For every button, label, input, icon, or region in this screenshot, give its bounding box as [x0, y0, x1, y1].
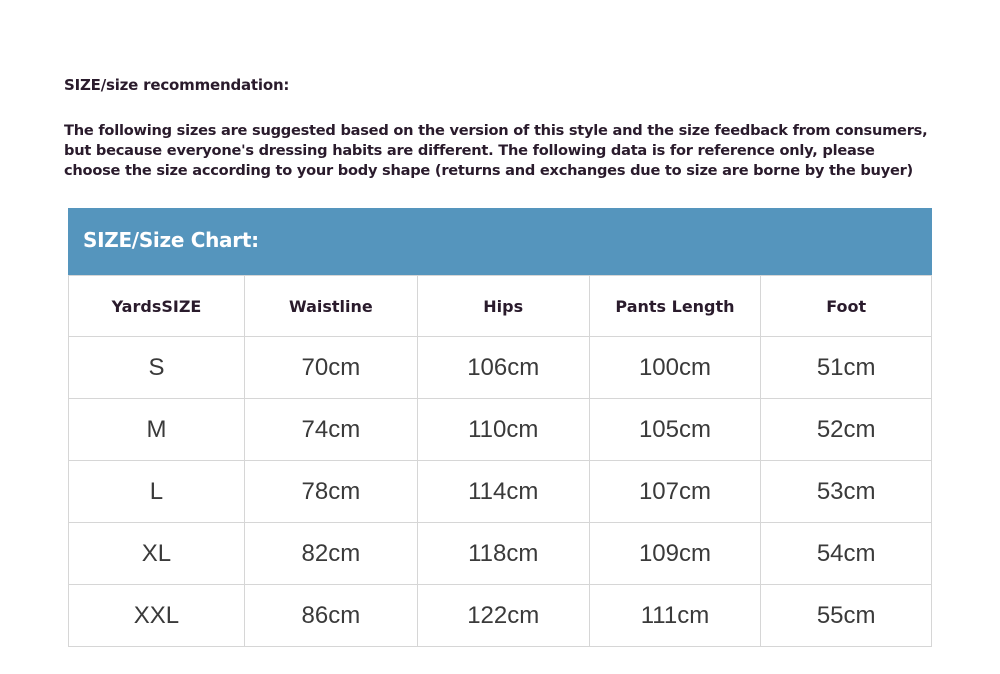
column-header: Hips [416, 275, 590, 337]
table-cell: 105cm [588, 398, 762, 461]
table-cell: 110cm [416, 398, 590, 461]
table-cell: 54cm [760, 522, 932, 585]
table-cell: 122cm [416, 584, 590, 647]
column-header: Foot [760, 275, 932, 337]
description-line: The following sizes are suggested based … [64, 122, 928, 139]
table-cell: 106cm [416, 336, 590, 399]
table-row: L 78cm 114cm 107cm 53cm [68, 460, 932, 523]
table-cell: S [68, 336, 245, 399]
table-cell: 74cm [243, 398, 418, 461]
table-cell: 82cm [243, 522, 418, 585]
table-cell: 70cm [243, 336, 418, 399]
table-header-row: YardsSIZE Waistline Hips Pants Length Foot [68, 275, 932, 337]
column-header: YardsSIZE [68, 275, 245, 337]
table-row: XL 82cm 118cm 109cm 54cm [68, 522, 932, 585]
column-header: Pants Length [588, 275, 762, 337]
table-cell: 107cm [588, 460, 762, 523]
column-header: Waistline [243, 275, 418, 337]
table-cell: 100cm [588, 336, 762, 399]
size-chart-header: SIZE/Size Chart: [68, 208, 932, 275]
table-cell: 86cm [243, 584, 418, 647]
table-cell: 78cm [243, 460, 418, 523]
table-cell: 111cm [588, 584, 762, 647]
table-cell: 109cm [588, 522, 762, 585]
table-cell: 53cm [760, 460, 932, 523]
table-cell: XL [68, 522, 245, 585]
table-cell: 51cm [760, 336, 932, 399]
description: The following sizes are suggested based … [64, 121, 964, 181]
table-cell: XXL [68, 584, 245, 647]
table-cell: 55cm [760, 584, 932, 647]
description-line: but because everyone's dressing habits a… [64, 142, 875, 159]
description-line: choose the size according to your body s… [64, 162, 913, 179]
size-table: YardsSIZE Waistline Hips Pants Length Foot S 7… [68, 275, 932, 647]
table-cell: 52cm [760, 398, 932, 461]
page-title: SIZE/size recommendation: [64, 76, 290, 94]
table-cell: 114cm [416, 460, 590, 523]
table-row: M 74cm 110cm 105cm 52cm [68, 398, 932, 461]
table-cell: L [68, 460, 245, 523]
table-row: S 70cm 106cm 100cm 51cm [68, 336, 932, 399]
table-cell: 118cm [416, 522, 590, 585]
table-cell: M [68, 398, 245, 461]
table-row: XXL 86cm 122cm 111cm 55cm [68, 584, 932, 647]
